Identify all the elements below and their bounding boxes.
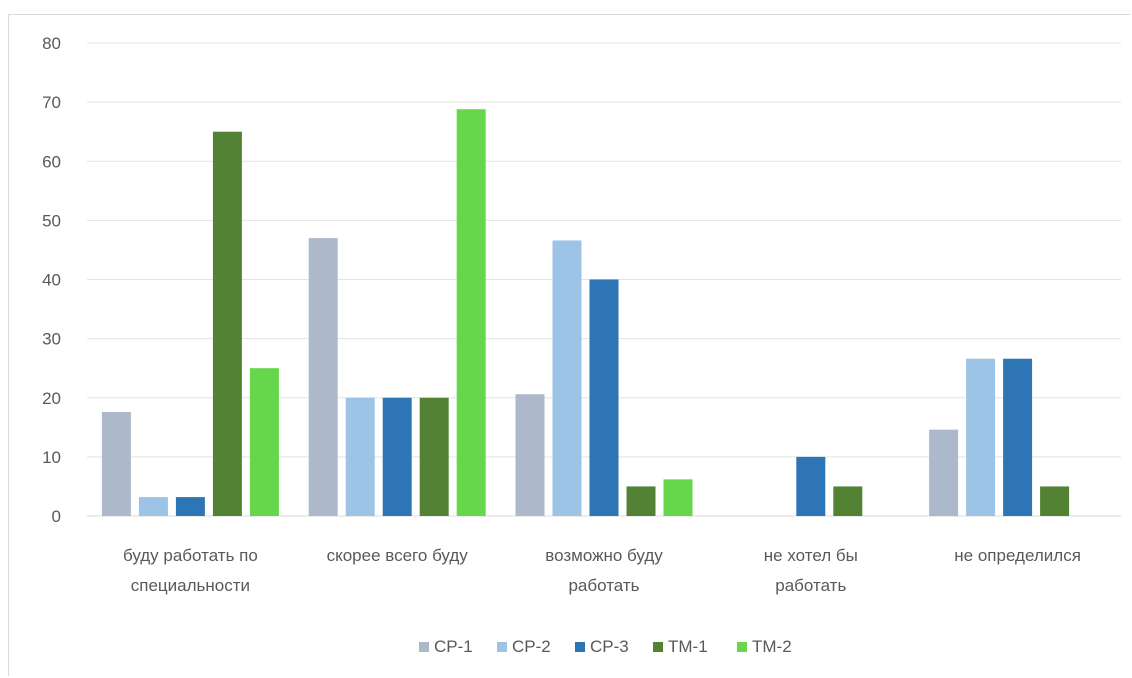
bar-СР-1-cat-2 bbox=[515, 394, 545, 516]
x-category-label: скорее всего буду bbox=[327, 546, 469, 565]
bar-ТМ-1-cat-4 bbox=[1040, 486, 1070, 516]
bar-ТМ-1-cat-2 bbox=[626, 486, 656, 516]
bar-ТМ-2-cat-1 bbox=[456, 109, 486, 516]
bar-ТМ-1-cat-0 bbox=[212, 131, 242, 516]
x-axis: буду работать по специальности скорее всег… bbox=[123, 546, 1081, 595]
y-tick-label: 20 bbox=[42, 389, 61, 408]
legend-label: СР-1 bbox=[434, 637, 473, 656]
x-category-label-line: работать bbox=[568, 576, 639, 595]
chart-area: 0 10 20 30 40 50 60 70 80 буду работать по специа… bbox=[8, 14, 1130, 676]
bar-СР-3-cat-1 bbox=[382, 397, 412, 516]
bar-СР-3-cat-3 bbox=[796, 456, 826, 516]
bar-СР-3-cat-2 bbox=[589, 279, 619, 516]
y-tick-label: 70 bbox=[42, 93, 61, 112]
bar-СР-2-cat-0 bbox=[138, 497, 168, 516]
legend-swatch bbox=[737, 642, 747, 652]
x-category-label-line: не хотел бы bbox=[764, 546, 858, 565]
y-tick-label: 10 bbox=[42, 448, 61, 467]
x-category-label: не определился bbox=[954, 546, 1081, 565]
bar-ТМ-1-cat-3 bbox=[833, 486, 863, 516]
bar-СР-2-cat-2 bbox=[552, 240, 582, 517]
bar-chart: 0 10 20 30 40 50 60 70 80 буду работать по специа… bbox=[42, 34, 1121, 656]
legend-label: ТМ-1 bbox=[668, 637, 708, 656]
legend-swatch bbox=[653, 642, 663, 652]
y-tick-label: 30 bbox=[42, 330, 61, 349]
bar-СР-1-cat-0 bbox=[101, 411, 131, 516]
x-category-label: буду работать по специальности bbox=[123, 546, 258, 595]
y-tick-label: 50 bbox=[42, 211, 61, 230]
legend-label: СР-2 bbox=[512, 637, 551, 656]
y-tick-label: 60 bbox=[42, 152, 61, 171]
bar-ТМ-2-cat-2 bbox=[663, 479, 693, 516]
x-category-label-line: работать bbox=[775, 576, 846, 595]
x-category-label: возможно буду работать bbox=[545, 546, 663, 595]
bar-СР-3-cat-0 bbox=[175, 497, 205, 516]
legend: СР-1 СР-2 СР-3 ТМ-1 ТМ-2 bbox=[419, 637, 792, 656]
x-category-label-line: специальности bbox=[131, 576, 250, 595]
x-category-label: не хотел бы работать bbox=[764, 546, 858, 595]
bars bbox=[101, 109, 1070, 517]
bar-СР-2-cat-1 bbox=[345, 397, 375, 516]
bar-СР-1-cat-4 bbox=[929, 429, 959, 516]
y-tick-label: 0 bbox=[52, 507, 61, 526]
bar-ТМ-2-cat-0 bbox=[249, 368, 279, 516]
x-category-label-line: скорее всего буду bbox=[327, 546, 469, 565]
bar-СР-3-cat-4 bbox=[1003, 358, 1033, 516]
y-tick-label: 80 bbox=[42, 34, 61, 53]
x-category-label-line: возможно буду bbox=[545, 546, 663, 565]
bar-СР-1-cat-1 bbox=[308, 238, 338, 517]
bar-СР-2-cat-4 bbox=[966, 358, 996, 516]
legend-label: ТМ-2 bbox=[752, 637, 792, 656]
legend-swatch bbox=[497, 642, 507, 652]
x-category-label-line: не определился bbox=[954, 546, 1081, 565]
legend-swatch bbox=[575, 642, 585, 652]
legend-label: СР-3 bbox=[590, 637, 629, 656]
legend-swatch bbox=[419, 642, 429, 652]
bar-ТМ-1-cat-1 bbox=[419, 397, 449, 516]
y-tick-label: 40 bbox=[42, 271, 61, 290]
y-axis-ticks: 0 10 20 30 40 50 60 70 80 bbox=[42, 34, 61, 526]
x-category-label-line: буду работать по bbox=[123, 546, 258, 565]
